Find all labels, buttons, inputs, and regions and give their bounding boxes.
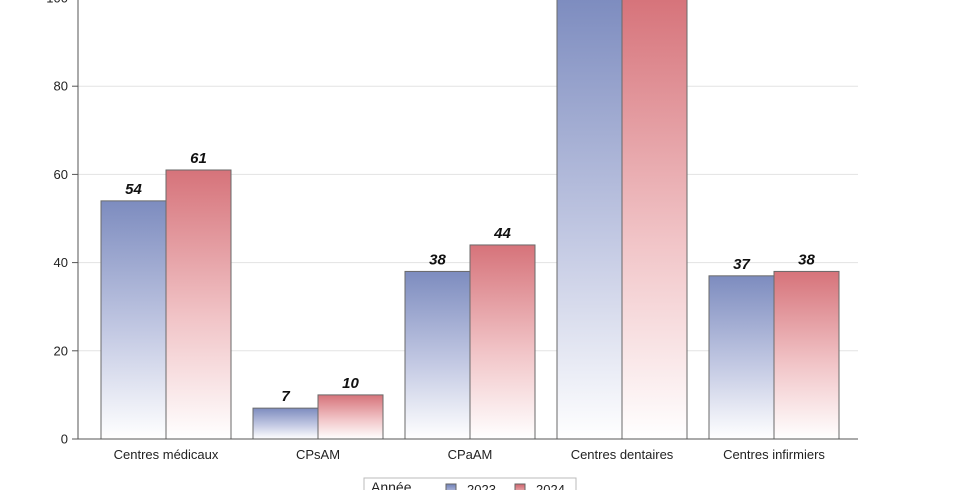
data-label: 44 bbox=[493, 225, 511, 242]
data-label: 38 bbox=[798, 251, 815, 268]
bar-2024 bbox=[773, 270, 840, 440]
x-axis: Centres médicaux CPsAM CPaAM Centres dentai… bbox=[78, 438, 858, 462]
data-label: 61 bbox=[190, 150, 207, 167]
bar-2023 bbox=[404, 270, 471, 440]
y-tick-label: 0 bbox=[61, 432, 68, 447]
bar-2023 bbox=[100, 200, 167, 440]
y-tick-label: 60 bbox=[54, 167, 68, 182]
bars bbox=[100, 0, 840, 440]
data-label: 37 bbox=[733, 256, 750, 273]
x-tick-label: Centres dentaires bbox=[571, 447, 674, 462]
y-axis: 0 20 40 60 80 100 bbox=[46, 0, 79, 447]
bar-2024 bbox=[469, 244, 536, 440]
data-label: 54 bbox=[125, 181, 142, 198]
legend-label-2024: 2024 bbox=[536, 482, 565, 490]
data-label: 7 bbox=[281, 388, 290, 405]
y-tick-label: 40 bbox=[54, 255, 68, 270]
legend-title: Année bbox=[371, 479, 412, 490]
x-tick-label: CPaAM bbox=[448, 447, 493, 462]
x-tick-label: CPsAM bbox=[296, 447, 340, 462]
legend-swatch-2024 bbox=[514, 483, 526, 490]
bar-2024 bbox=[317, 394, 384, 440]
legend: Année 2023 2024 bbox=[363, 477, 577, 490]
legend-swatch-2023 bbox=[445, 483, 457, 490]
data-label: 38 bbox=[429, 251, 446, 268]
y-tick-label: 100 bbox=[46, 0, 68, 6]
data-labels: 54 61 7 10 38 44 37 38 bbox=[125, 150, 815, 405]
legend-label-2023: 2023 bbox=[467, 482, 496, 490]
bar-2024 bbox=[165, 169, 232, 440]
data-label: 10 bbox=[342, 375, 359, 392]
x-tick-label: Centres infirmiers bbox=[723, 447, 825, 462]
bar-2024 bbox=[621, 0, 688, 440]
y-tick-label: 80 bbox=[54, 79, 68, 94]
bar-2023 bbox=[252, 407, 319, 440]
x-tick-label: Centres médicaux bbox=[114, 447, 219, 462]
bar-2023 bbox=[708, 275, 775, 440]
bar-2023 bbox=[556, 0, 623, 440]
y-tick-label: 20 bbox=[54, 343, 68, 358]
